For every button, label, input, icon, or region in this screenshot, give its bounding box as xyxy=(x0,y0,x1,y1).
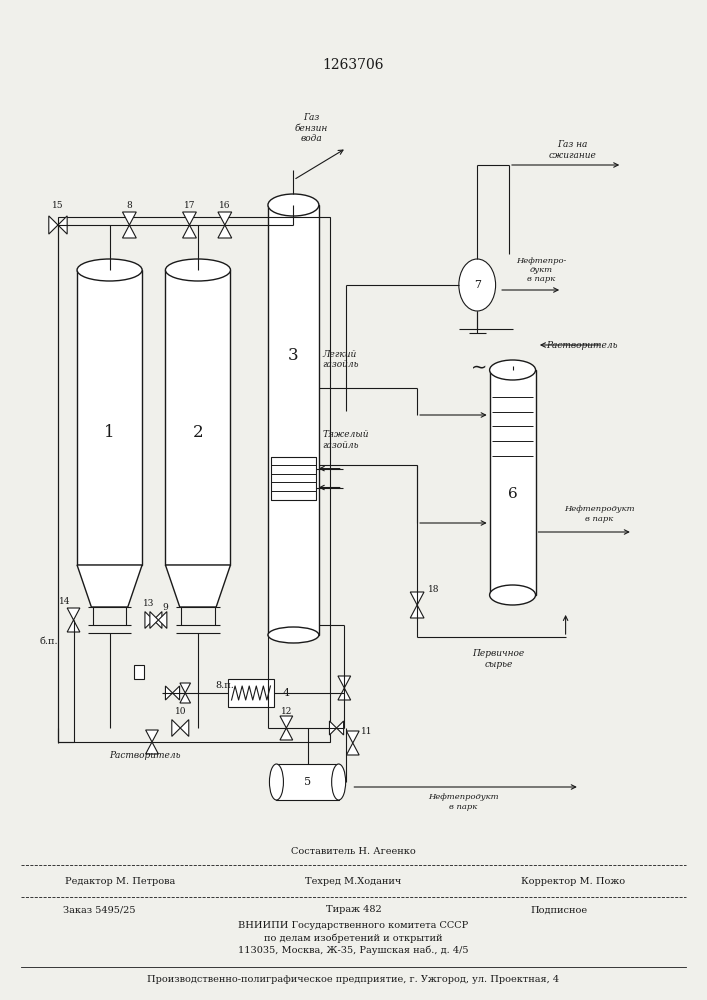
Text: Производственно-полиграфическое предприятие, г. Ужгород, ул. Проектная, 4: Производственно-полиграфическое предприя… xyxy=(148,976,559,984)
Text: Тираж 482: Тираж 482 xyxy=(326,906,381,914)
Polygon shape xyxy=(280,728,293,740)
Polygon shape xyxy=(67,620,80,632)
Text: 11: 11 xyxy=(361,726,372,736)
Polygon shape xyxy=(49,216,58,234)
Polygon shape xyxy=(280,716,293,728)
Text: 4: 4 xyxy=(283,688,291,698)
Text: Нефтепродукт
в парк: Нефтепродукт в парк xyxy=(564,505,634,523)
Bar xyxy=(77,270,142,565)
Polygon shape xyxy=(180,693,191,703)
Text: Редактор М. Петрова: Редактор М. Петрова xyxy=(65,878,175,886)
Polygon shape xyxy=(180,683,191,693)
Bar xyxy=(489,370,535,595)
Polygon shape xyxy=(153,612,162,628)
Text: 2: 2 xyxy=(192,424,204,441)
Polygon shape xyxy=(172,720,180,736)
Text: 1: 1 xyxy=(104,424,115,441)
Polygon shape xyxy=(338,676,351,688)
Polygon shape xyxy=(338,688,351,700)
Text: б.п.: б.п. xyxy=(40,638,58,647)
Polygon shape xyxy=(165,565,230,607)
Polygon shape xyxy=(182,212,197,225)
Polygon shape xyxy=(146,730,158,742)
Polygon shape xyxy=(218,225,232,238)
Bar xyxy=(134,665,144,679)
Text: 3: 3 xyxy=(288,347,299,364)
Bar xyxy=(268,205,319,635)
Ellipse shape xyxy=(268,194,319,216)
Polygon shape xyxy=(67,608,80,620)
Ellipse shape xyxy=(77,259,142,281)
Text: Заказ 5495/25: Заказ 5495/25 xyxy=(63,906,135,914)
Bar xyxy=(276,764,339,800)
Bar xyxy=(165,270,230,565)
Bar xyxy=(228,679,274,707)
Ellipse shape xyxy=(332,764,346,800)
Text: Составитель Н. Агеенко: Составитель Н. Агеенко xyxy=(291,848,416,856)
Polygon shape xyxy=(158,612,167,628)
Polygon shape xyxy=(150,612,158,628)
Text: Растворитель: Растворитель xyxy=(546,340,617,350)
Text: 113035, Москва, Ж-35, Раушская наб., д. 4/5: 113035, Москва, Ж-35, Раушская наб., д. … xyxy=(238,945,469,955)
Text: 7: 7 xyxy=(474,280,481,290)
Text: Растворитель: Растворитель xyxy=(110,752,181,760)
Text: 16: 16 xyxy=(219,200,230,210)
Polygon shape xyxy=(329,721,337,735)
Ellipse shape xyxy=(165,259,230,281)
Text: Корректор М. Пожо: Корректор М. Пожо xyxy=(520,878,625,886)
Text: 17: 17 xyxy=(184,200,195,210)
Polygon shape xyxy=(122,225,136,238)
Text: Нефтепродукт
в парк: Нефтепродукт в парк xyxy=(428,793,498,811)
Ellipse shape xyxy=(268,627,319,643)
Text: 18: 18 xyxy=(428,585,439,594)
Bar xyxy=(58,217,330,742)
Ellipse shape xyxy=(489,360,535,380)
Text: 15: 15 xyxy=(52,200,64,210)
Polygon shape xyxy=(218,212,232,225)
Polygon shape xyxy=(337,721,344,735)
Text: Нефтепро-
дукт
в парк: Нефтепро- дукт в парк xyxy=(516,257,567,283)
Polygon shape xyxy=(180,720,189,736)
Text: $\sim$: $\sim$ xyxy=(467,357,487,376)
Ellipse shape xyxy=(269,764,284,800)
Text: Подписное: Подписное xyxy=(530,906,587,914)
Text: ВНИИПИ Государственного комитета СССР: ВНИИПИ Государственного комитета СССР xyxy=(238,922,469,930)
Text: 6: 6 xyxy=(508,487,518,501)
Polygon shape xyxy=(173,686,180,700)
Text: Первичное
сырье: Первичное сырье xyxy=(472,649,525,669)
Polygon shape xyxy=(146,742,158,754)
Text: 14: 14 xyxy=(59,597,70,606)
Text: 8: 8 xyxy=(127,200,132,210)
Text: 9: 9 xyxy=(163,603,168,612)
Text: 8.п.: 8.п. xyxy=(216,680,235,690)
Text: 13: 13 xyxy=(143,599,154,608)
Polygon shape xyxy=(145,612,153,628)
Circle shape xyxy=(459,259,496,311)
Text: 12: 12 xyxy=(281,706,292,715)
Polygon shape xyxy=(346,731,359,743)
Polygon shape xyxy=(122,212,136,225)
Polygon shape xyxy=(346,743,359,755)
Text: Газ
бензин
вода: Газ бензин вода xyxy=(294,113,328,143)
Polygon shape xyxy=(410,592,424,605)
Text: 1263706: 1263706 xyxy=(323,58,384,72)
Text: по делам изобретений и открытий: по делам изобретений и открытий xyxy=(264,933,443,943)
Text: Легкий
газойль: Легкий газойль xyxy=(322,350,359,369)
Ellipse shape xyxy=(489,585,535,605)
Text: Газ на
сжигание: Газ на сжигание xyxy=(549,140,597,160)
Polygon shape xyxy=(165,686,173,700)
Polygon shape xyxy=(410,605,424,618)
Text: Техред М.Ходанич: Техред М.Ходанич xyxy=(305,878,402,886)
Polygon shape xyxy=(182,225,197,238)
Polygon shape xyxy=(77,565,142,607)
Polygon shape xyxy=(58,216,67,234)
Text: Тяжелый
газойль: Тяжелый газойль xyxy=(322,430,369,450)
Text: 5: 5 xyxy=(304,777,311,787)
Bar xyxy=(271,457,316,500)
Text: 10: 10 xyxy=(175,706,186,715)
